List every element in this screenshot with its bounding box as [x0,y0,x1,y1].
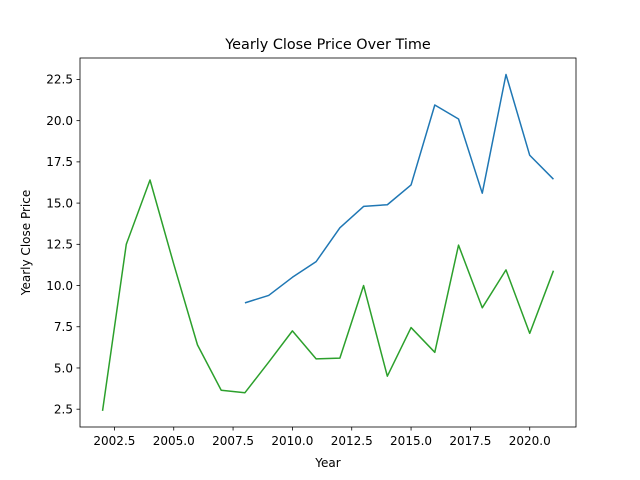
y-tick-label: 7.5 [54,320,73,334]
y-tick-label: 5.0 [54,361,73,375]
x-tick-label: 2007.5 [212,434,254,448]
x-tick-label: 2012.5 [331,434,373,448]
x-tick-label: 2002.5 [93,434,135,448]
y-tick-label: 12.5 [46,238,73,252]
x-tick-label: 2005.0 [153,434,195,448]
series-line-2 [101,179,555,411]
x-axis: 2002.5 2005.0 2007.5 2010.0 2012.5 2015.0 2017… [93,427,551,448]
series-line-1 [244,73,554,304]
x-axis-label: Year [314,456,340,470]
y-axis-label: Yearly Close Price [19,190,33,296]
x-tick-label: 2010.0 [271,434,313,448]
x-tick-label: 2020.0 [509,434,551,448]
series-layer [101,73,555,411]
y-tick-label: 15.0 [46,196,73,210]
y-tick-label: 20.0 [46,114,73,128]
y-tick-label: 17.5 [46,155,73,169]
plot-area [79,57,577,428]
x-tick-label: 2015.0 [390,434,432,448]
y-tick-label: 10.0 [46,279,73,293]
y-tick-label: 2.5 [54,402,73,416]
chart-title: Yearly Close Price Over Time [224,37,431,53]
y-axis: 2.5 5.0 7.5 10.0 12.5 15.0 17.5 20.0 22.5 [46,73,80,416]
x-tick-label: 2017.5 [449,434,491,448]
y-tick-label: 22.5 [46,73,73,87]
